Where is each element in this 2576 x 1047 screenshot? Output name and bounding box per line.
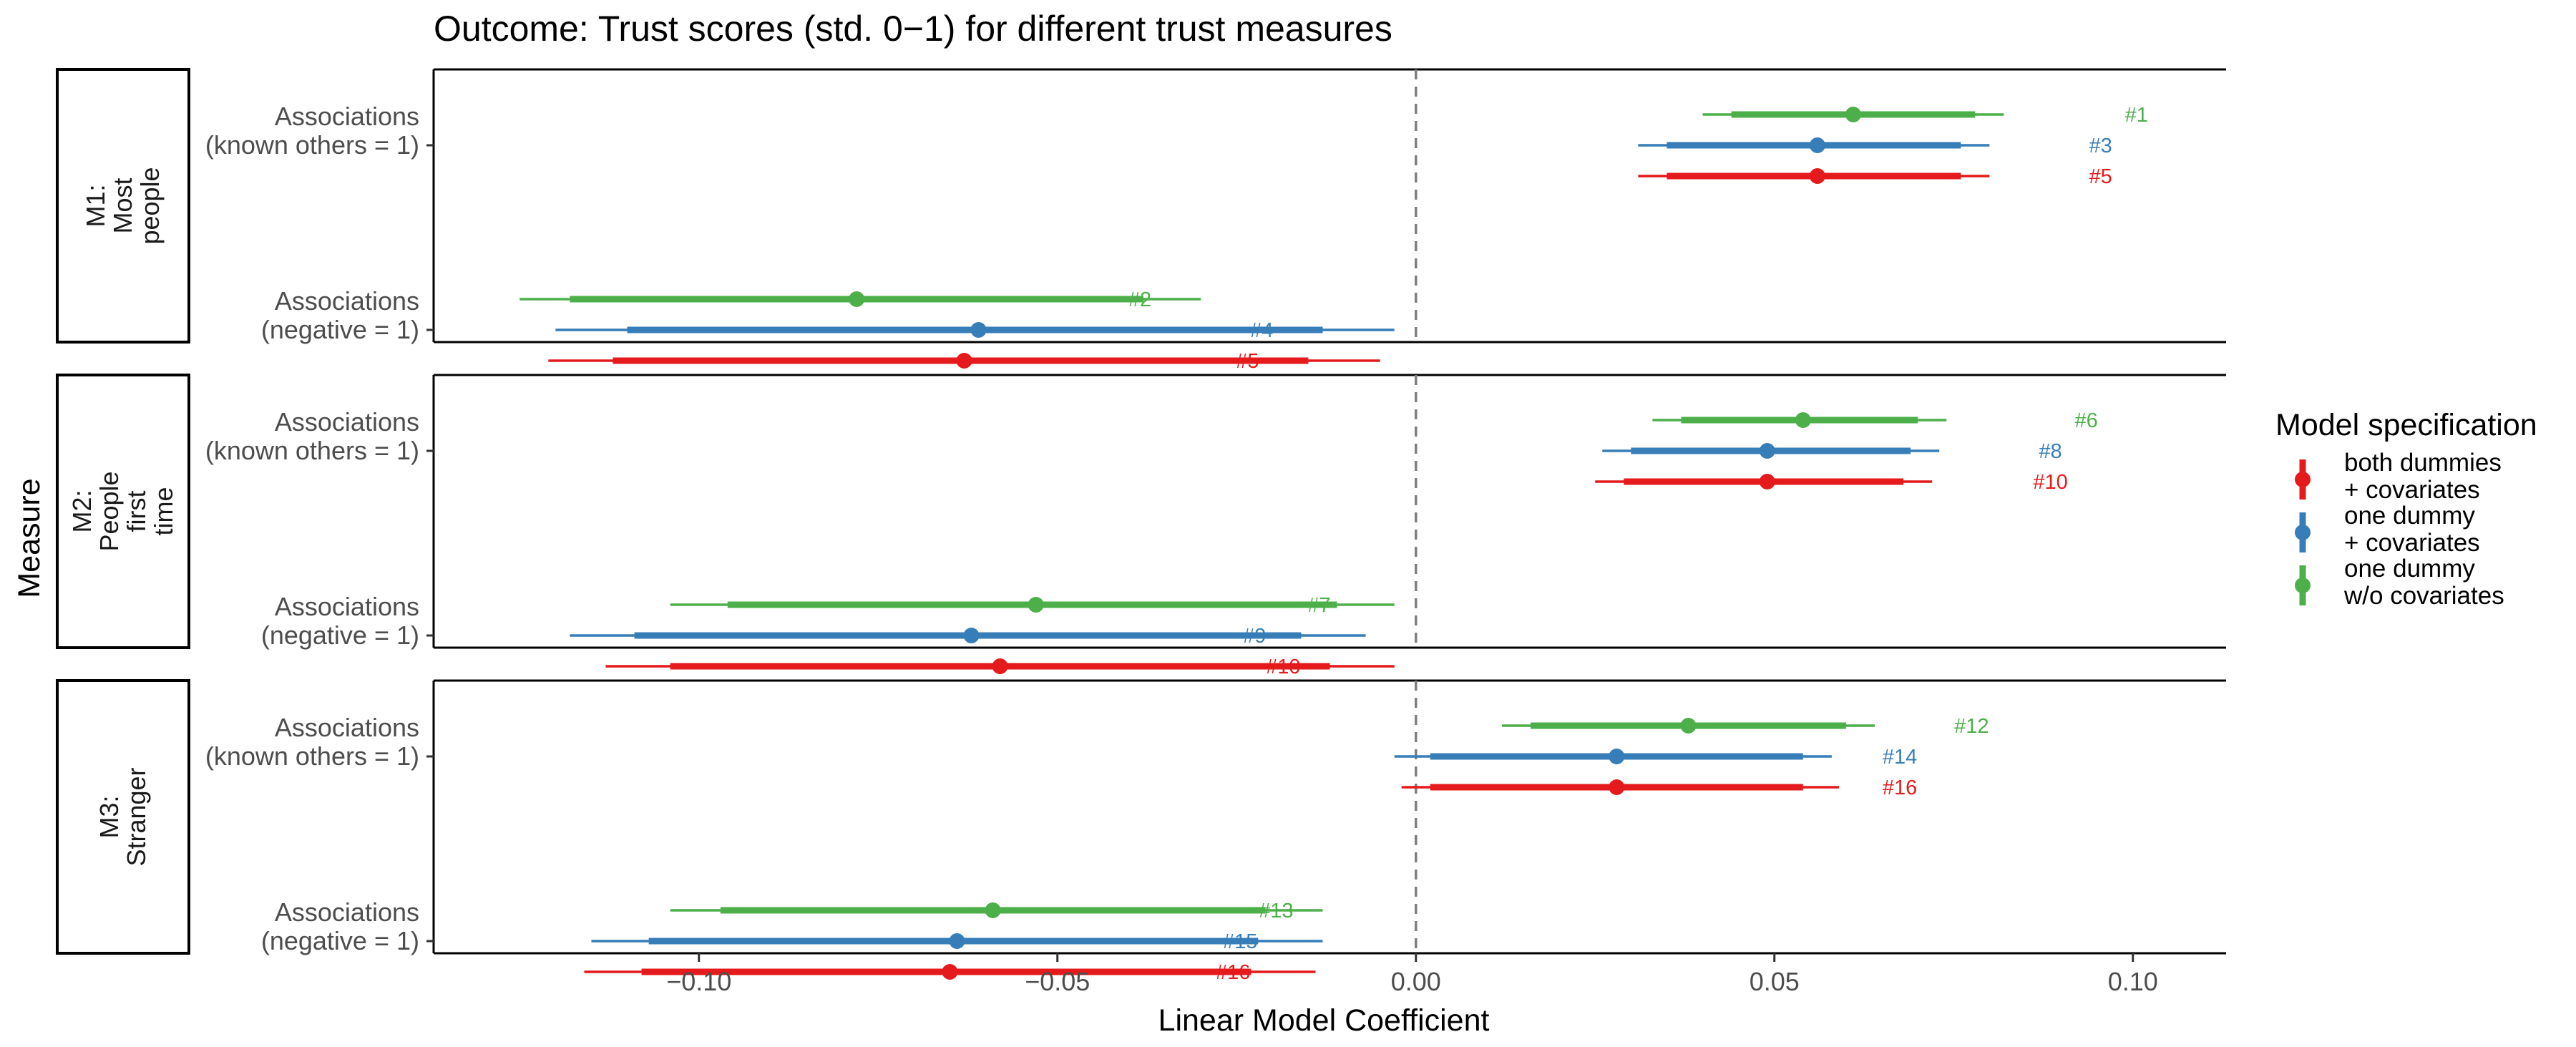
point-estimate — [985, 902, 1001, 918]
strip-box — [56, 68, 190, 344]
strip-box — [56, 679, 190, 955]
point-estimate — [1845, 107, 1861, 122]
x-tick-label: 0.10 — [2108, 967, 2158, 996]
y-tick-label-line: (known others = 1) — [205, 741, 419, 771]
model-id-label: #3 — [2089, 135, 2112, 157]
strip-label-line: People — [94, 471, 124, 551]
strip-box — [56, 374, 190, 649]
model-id-label: #6 — [2074, 409, 2097, 432]
point-estimate — [956, 353, 972, 369]
legend-entry-label: both dummies + covariates — [2344, 449, 2502, 504]
x-tick-label: −0.10 — [666, 967, 731, 996]
point-estimate — [992, 658, 1008, 674]
point-estimate — [1759, 443, 1775, 459]
model-id-label: #15 — [1223, 930, 1257, 953]
model-id-label: #5 — [2089, 165, 2112, 188]
model-id-label: #13 — [1259, 900, 1293, 922]
y-tick-label: Associations (negative = 1) — [261, 592, 419, 650]
legend-key-point — [2295, 525, 2311, 540]
y-tick-label: Associations (known others = 1) — [205, 407, 419, 465]
strip-label: M2:Peoplefirsttime — [67, 471, 178, 551]
y-tick-label: Associations (known others = 1) — [205, 102, 419, 160]
y-tick-label-line: (known others = 1) — [205, 436, 419, 465]
y-tick-label-line: (known others = 1) — [205, 130, 419, 160]
y-tick-label: Associations (negative = 1) — [261, 897, 419, 955]
point-estimate — [1759, 474, 1775, 490]
legend-key-point — [2295, 578, 2311, 593]
legend-entry-label: one dummy w/o covariates — [2343, 555, 2504, 610]
x-tick-label: 0.05 — [1750, 967, 1800, 996]
model-id-label: #12 — [1954, 715, 1989, 738]
model-id-label: #16 — [1216, 961, 1250, 984]
legend-entry-label: one dummy + covariates — [2344, 502, 2480, 557]
legend-entry-label-line: + covariates — [2344, 476, 2480, 504]
model-id-label: #10 — [1266, 656, 1300, 678]
model-id-label: #16 — [1883, 776, 1917, 799]
strip-label-line: first — [122, 491, 151, 532]
point-estimate — [1680, 718, 1697, 734]
y-tick-label-line: Associations — [275, 713, 419, 742]
y-tick-label-line: Associations — [275, 592, 419, 621]
y-tick-label-line: (negative = 1) — [261, 620, 419, 650]
point-estimate — [1809, 168, 1825, 184]
model-id-label: #2 — [1128, 288, 1151, 311]
y-tick-label-line: Associations — [275, 897, 419, 927]
point-estimate — [1028, 597, 1044, 613]
model-id-label: #4 — [1250, 319, 1273, 342]
y-tick-label-line: Associations — [275, 102, 419, 131]
model-id-label: #7 — [1307, 594, 1330, 617]
legend-entry-label-line: one dummy — [2344, 502, 2475, 530]
strip-label: M1:Mostpeople — [81, 167, 165, 244]
point-estimate — [963, 628, 980, 643]
model-id-label: #8 — [2039, 440, 2062, 463]
strip-label-line: Most — [108, 177, 137, 233]
strip-label-line: time — [149, 487, 178, 535]
strip-label-line: M3: — [94, 795, 124, 838]
legend-entry-label-line: one dummy — [2344, 555, 2475, 583]
point-estimate — [942, 964, 958, 980]
y-tick-label: Associations (negative = 1) — [261, 286, 419, 344]
model-id-label: #5 — [1236, 350, 1259, 373]
x-axis-label: Linear Model Coefficient — [1158, 1003, 1490, 1038]
model-id-label: #14 — [1883, 746, 1917, 769]
point-estimate — [970, 322, 987, 338]
legend-key-point — [2295, 472, 2311, 487]
point-estimate — [1809, 137, 1825, 153]
model-id-label: #1 — [2125, 104, 2148, 127]
y-axis-label: Measure — [12, 478, 47, 598]
legend-entry-label-line: both dummies — [2344, 449, 2502, 477]
legend-entry-label-line: w/o covariates — [2343, 582, 2504, 610]
strip-label-line: M2: — [67, 490, 97, 532]
y-tick-label-line: (negative = 1) — [261, 315, 419, 344]
y-tick-label-line: Associations — [275, 286, 419, 316]
point-estimate — [1609, 779, 1625, 795]
strip-label-line: people — [135, 167, 165, 244]
x-tick-label: 0.00 — [1391, 967, 1441, 996]
legend-entry-label-line: + covariates — [2344, 529, 2480, 557]
point-estimate — [1609, 749, 1625, 764]
strip-label: M3:Stranger — [94, 767, 151, 866]
chart-title: Outcome: Trust scores (std. 0−1) for dif… — [434, 9, 1392, 49]
x-tick-label: −0.05 — [1025, 967, 1090, 996]
x-axis: −0.10 −0.05 0.00 0.05 0.10 — [666, 953, 2158, 996]
y-tick-label-line: Associations — [275, 407, 419, 437]
strip-label-line: Stranger — [122, 767, 151, 866]
model-id-label: #10 — [2033, 471, 2067, 494]
legend-title: Model specification — [2275, 408, 2537, 442]
y-tick-label: Associations (known others = 1) — [205, 713, 419, 771]
strip-label-line: M1: — [81, 184, 110, 227]
point-estimate — [1795, 412, 1811, 428]
model-id-label: #9 — [1243, 625, 1266, 648]
point-estimate — [949, 933, 965, 949]
point-estimate — [849, 291, 865, 307]
y-tick-label-line: (negative = 1) — [261, 926, 419, 955]
